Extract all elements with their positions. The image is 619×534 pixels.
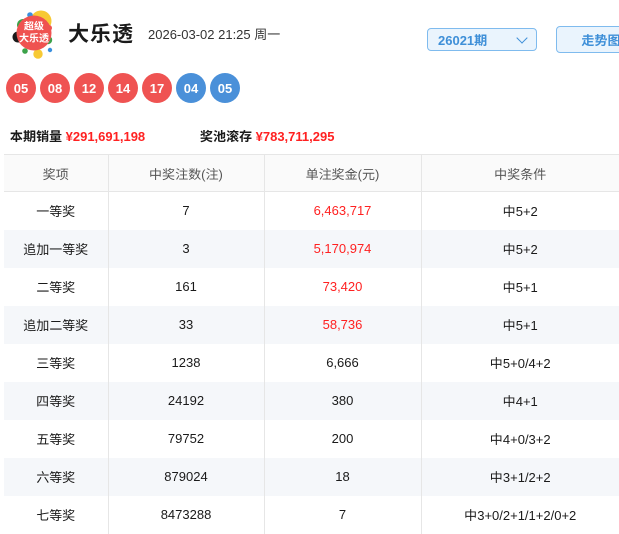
- svg-text:超级: 超级: [24, 21, 45, 33]
- svg-text:大乐透: 大乐透: [19, 33, 49, 45]
